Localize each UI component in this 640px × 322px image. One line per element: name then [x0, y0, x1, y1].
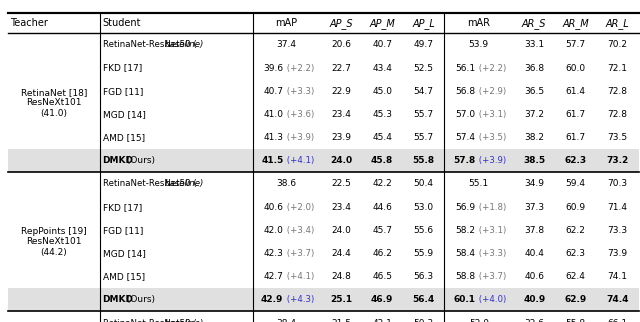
Text: 49.7: 49.7 [413, 40, 433, 49]
Text: 33.1: 33.1 [524, 40, 544, 49]
Text: 55.8: 55.8 [565, 318, 586, 322]
Text: 72.8: 72.8 [607, 87, 627, 96]
Text: 56.1: 56.1 [456, 63, 476, 72]
Text: 55.9: 55.9 [413, 249, 433, 258]
Text: 45.8: 45.8 [371, 156, 394, 165]
Text: 38.4: 38.4 [276, 318, 296, 322]
Text: 60.0: 60.0 [565, 63, 586, 72]
Text: Student: Student [102, 18, 141, 28]
Text: 46.9: 46.9 [371, 295, 394, 304]
Text: 66.1: 66.1 [607, 318, 627, 322]
Text: 36.5: 36.5 [524, 87, 544, 96]
Text: 61.4: 61.4 [566, 87, 586, 96]
Text: RetinaNet [18]
ResNeXt101
(41.0): RetinaNet [18] ResNeXt101 (41.0) [20, 88, 87, 118]
Text: 25.1: 25.1 [330, 295, 352, 304]
Text: 58.8: 58.8 [456, 272, 476, 281]
Text: 73.5: 73.5 [607, 133, 627, 142]
Text: (+3.7): (+3.7) [284, 249, 314, 258]
Text: AMD [15]: AMD [15] [102, 272, 145, 281]
Text: (+4.1): (+4.1) [284, 156, 314, 165]
Text: (+3.3): (+3.3) [476, 249, 506, 258]
Text: 70.3: 70.3 [607, 179, 627, 188]
Text: 40.7: 40.7 [264, 87, 284, 96]
Text: 56.8: 56.8 [456, 87, 476, 96]
Text: 21.5: 21.5 [331, 318, 351, 322]
Text: 42.0: 42.0 [264, 226, 284, 235]
Text: RetinaNet-ResNet50 (: RetinaNet-ResNet50 ( [102, 40, 196, 49]
Text: 20.6: 20.6 [331, 40, 351, 49]
Text: 62.3: 62.3 [564, 156, 586, 165]
Text: (+3.6): (+3.6) [284, 110, 314, 119]
Text: 60.1: 60.1 [454, 295, 476, 304]
Text: DMKD: DMKD [102, 156, 134, 165]
Text: DMKD: DMKD [102, 295, 134, 304]
Text: 22.7: 22.7 [331, 63, 351, 72]
Text: RetinaNet-ResNet50 (: RetinaNet-ResNet50 ( [102, 179, 196, 188]
Text: 38.5: 38.5 [523, 156, 545, 165]
Text: 24.0: 24.0 [330, 156, 352, 165]
Text: 39.6: 39.6 [263, 63, 284, 72]
Text: 40.4: 40.4 [524, 249, 544, 258]
Text: 73.3: 73.3 [607, 226, 627, 235]
Text: 53.0: 53.0 [413, 203, 433, 212]
Text: mAP: mAP [276, 18, 298, 28]
Text: 41.3: 41.3 [264, 133, 284, 142]
Text: (+4.3): (+4.3) [284, 295, 314, 304]
Text: 71.4: 71.4 [607, 203, 627, 212]
Text: MGD [14]: MGD [14] [102, 110, 145, 119]
Text: (+2.9): (+2.9) [476, 87, 506, 96]
Text: RepPoints [19]
ResNeXt101
(44.2): RepPoints [19] ResNeXt101 (44.2) [21, 227, 87, 257]
Text: 55.7: 55.7 [413, 133, 433, 142]
Text: 42.7: 42.7 [264, 272, 284, 281]
Text: 46.2: 46.2 [372, 249, 392, 258]
Text: 22.5: 22.5 [331, 179, 351, 188]
Text: 57.0: 57.0 [456, 110, 476, 119]
Text: 57.4: 57.4 [456, 133, 476, 142]
Text: AR_M: AR_M [562, 18, 589, 29]
Text: (+2.2): (+2.2) [284, 63, 314, 72]
Text: 74.1: 74.1 [607, 272, 627, 281]
Text: 40.6: 40.6 [264, 203, 284, 212]
Text: (Ours): (Ours) [124, 295, 155, 304]
Text: 61.7: 61.7 [565, 110, 586, 119]
Text: 72.1: 72.1 [607, 63, 627, 72]
Text: 50.3: 50.3 [413, 318, 433, 322]
Text: 55.6: 55.6 [413, 226, 433, 235]
Text: 38.2: 38.2 [524, 133, 544, 142]
Text: MGD [14]: MGD [14] [102, 249, 145, 258]
Text: 36.8: 36.8 [524, 63, 544, 72]
Text: 45.7: 45.7 [372, 226, 392, 235]
Text: 52.0: 52.0 [469, 318, 489, 322]
Text: AR_S: AR_S [522, 18, 547, 29]
Text: (+4.1): (+4.1) [284, 272, 314, 281]
Text: (+3.1): (+3.1) [476, 226, 506, 235]
Text: baseline): baseline) [164, 40, 204, 49]
Text: 50.4: 50.4 [413, 179, 433, 188]
Text: 42.3: 42.3 [264, 249, 284, 258]
Text: (+3.1): (+3.1) [476, 110, 506, 119]
Text: FKD [17]: FKD [17] [102, 63, 142, 72]
Text: 40.7: 40.7 [372, 40, 392, 49]
Text: mAR: mAR [467, 18, 490, 28]
Text: AP_M: AP_M [369, 18, 395, 29]
Text: 40.6: 40.6 [524, 272, 544, 281]
Text: FGD [11]: FGD [11] [102, 87, 143, 96]
Text: 37.3: 37.3 [524, 203, 544, 212]
Text: 58.2: 58.2 [456, 226, 476, 235]
Text: 32.6: 32.6 [524, 318, 544, 322]
Text: 42.2: 42.2 [372, 179, 392, 188]
Text: 22.9: 22.9 [331, 87, 351, 96]
Text: (Ours): (Ours) [124, 156, 155, 165]
Text: 44.6: 44.6 [372, 203, 392, 212]
Text: 62.2: 62.2 [566, 226, 586, 235]
Text: 37.8: 37.8 [524, 226, 544, 235]
Text: 60.9: 60.9 [565, 203, 586, 212]
Text: AR_L: AR_L [605, 18, 629, 29]
Text: 55.7: 55.7 [413, 110, 433, 119]
Text: baseline): baseline) [164, 179, 204, 188]
Text: 56.4: 56.4 [412, 295, 435, 304]
Text: 62.4: 62.4 [566, 272, 586, 281]
Text: baseline): baseline) [164, 318, 204, 322]
Text: 57.7: 57.7 [565, 40, 586, 49]
Text: 43.4: 43.4 [372, 63, 392, 72]
